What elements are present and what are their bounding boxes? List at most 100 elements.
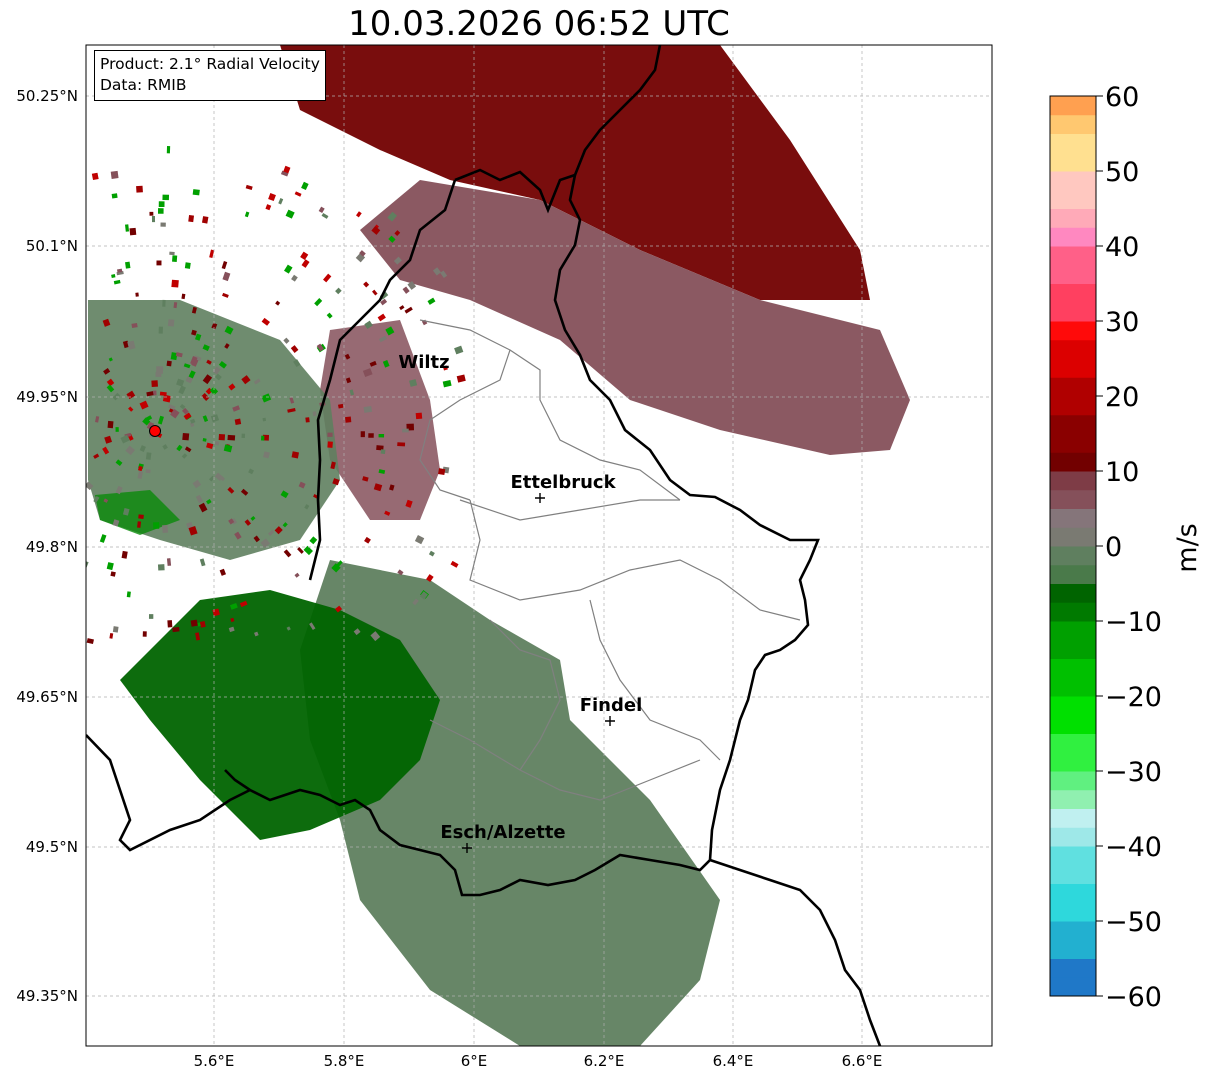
echo-pixel [221, 261, 228, 270]
colorbar-band [1050, 152, 1096, 172]
echo-pixel [127, 340, 136, 350]
echo-pixel [330, 461, 336, 470]
echo-pixel [176, 444, 183, 452]
echo-pixel [344, 353, 351, 360]
colorbar-band [1050, 96, 1096, 116]
echo-pixel [372, 289, 378, 296]
echo-pixel [167, 319, 175, 327]
echo-pixel [106, 384, 115, 393]
echo-pixel [278, 198, 284, 205]
echo-pixel [122, 507, 130, 516]
echo-pixel [212, 366, 221, 375]
echo-pixel [287, 408, 296, 413]
echo-pixel [224, 325, 234, 335]
echo-pixel [142, 631, 147, 637]
echo-pixel [293, 359, 301, 368]
echo-pixel [202, 344, 210, 352]
colorbar-tick-label: −50 [1105, 907, 1162, 938]
echo-pixel [128, 406, 134, 412]
colorbar: 60 50 40 30 20 10 0 −10 −20 −30 −40 −50 −60 m/s [1049, 82, 1203, 1013]
echo-pixel [327, 441, 333, 448]
echo-pixel [109, 632, 114, 639]
echo-pixel [260, 435, 265, 441]
x-tick-label: 5.8°E [324, 1052, 365, 1070]
colorbar-bands [1050, 96, 1096, 997]
echo-pixel [86, 559, 89, 568]
colorbar-band [1050, 583, 1096, 603]
colorbar-tick-label: −30 [1105, 757, 1162, 788]
echo-pixel [442, 379, 452, 388]
echo-pixel [334, 605, 343, 613]
echo-pixel [402, 428, 409, 433]
echo-pixel [125, 445, 135, 456]
echo-pixel [438, 468, 446, 476]
echo-pixel [183, 412, 192, 420]
echo-pixel [228, 626, 235, 633]
colorbar-band [1050, 827, 1096, 847]
echo-pixel [107, 420, 114, 429]
echo-pixel [120, 434, 130, 444]
echo-pixel [162, 299, 166, 307]
echo-pixel [108, 357, 113, 362]
colorbar-band [1050, 977, 1096, 997]
map-title: 10.03.2026 06:52 UTC [348, 4, 730, 44]
echo-pixel [309, 622, 316, 630]
echo-pixel [371, 226, 381, 235]
echo-pixel [239, 600, 248, 608]
colorbar-tick-label: −60 [1105, 982, 1162, 1013]
echo-pixel [146, 391, 154, 397]
echo-pixel [131, 322, 138, 329]
city-wiltz: Wiltz [398, 352, 449, 373]
echo-pixel [172, 255, 178, 262]
echo-pixel [219, 568, 227, 576]
echo-pixel [137, 470, 144, 480]
colorbar-band [1050, 733, 1096, 753]
echo-pixel [206, 499, 212, 505]
echo-pixel [195, 333, 202, 341]
colorbar-band [1050, 546, 1096, 566]
echo-pixel [230, 617, 235, 623]
echo-pixel [183, 363, 191, 369]
echo-pixel [309, 536, 318, 545]
echo-pixel [285, 209, 295, 219]
echo-pixel [179, 403, 186, 410]
echo-pixel [188, 215, 195, 223]
echo-pixel [151, 380, 158, 387]
echo-pixel [139, 400, 149, 410]
echo-pixel [106, 378, 115, 387]
echo-pixel [345, 416, 352, 423]
echo-pixel [190, 418, 196, 424]
echo-pixel [103, 368, 111, 375]
echo-pixel [412, 598, 419, 606]
echo-pixel [377, 313, 386, 322]
echo-pixel [394, 230, 401, 236]
echo-pixel [414, 535, 425, 545]
y-tick-label: 50.1°N [26, 237, 78, 255]
colorbar-band [1050, 789, 1096, 809]
colorbar-band [1050, 864, 1096, 884]
echo-pixel [166, 360, 172, 367]
echo-pixel [103, 498, 109, 503]
echo-pixel [275, 300, 281, 306]
colorbar-band [1050, 433, 1096, 453]
echo-pixel [303, 545, 313, 556]
echo-approaching-strong [120, 590, 440, 840]
city-label-ettelbruck: Ettelbruck [510, 472, 616, 493]
echo-pixel [234, 418, 242, 425]
echo-pixel [253, 535, 260, 543]
echo-pixel [364, 536, 371, 544]
echo-pixel [157, 208, 164, 214]
colorbar-band [1050, 564, 1096, 584]
echo-pixel [171, 279, 179, 288]
city-label-wiltz: Wiltz [398, 352, 449, 373]
colorbar-band [1050, 696, 1096, 716]
echo-pixel [162, 394, 171, 403]
echo-pixel [148, 614, 154, 619]
echo-pixel [399, 305, 405, 311]
product-info-box: Product: 2.1° Radial Velocity Data: RMIB [94, 50, 326, 101]
colorbar-band [1050, 114, 1096, 134]
echo-pixel [265, 204, 272, 211]
echo-pixel [106, 562, 114, 571]
echo-pixel [189, 422, 195, 427]
echo-pixel [314, 298, 323, 307]
